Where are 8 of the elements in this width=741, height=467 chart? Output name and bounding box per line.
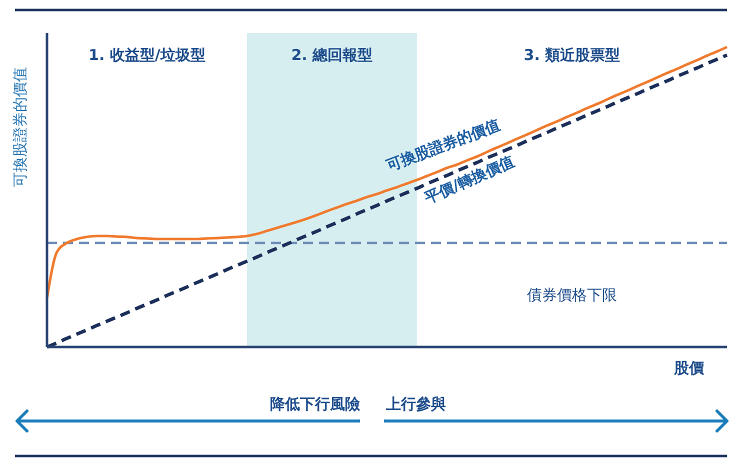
y-axis-title: 可換股證券的價值 xyxy=(11,67,29,187)
text: 上行參與 xyxy=(385,395,446,413)
ref-line-label: 債券價格下限 xyxy=(526,286,617,304)
text: 降低下行風險 xyxy=(270,395,361,413)
x-axis-title: 股價 xyxy=(673,359,705,377)
annotation: 2. 總回報型 xyxy=(291,46,373,64)
annotation: 1. 收益型/垃圾型 xyxy=(88,46,206,64)
annotation: 3. 類近股票型 xyxy=(524,46,620,64)
